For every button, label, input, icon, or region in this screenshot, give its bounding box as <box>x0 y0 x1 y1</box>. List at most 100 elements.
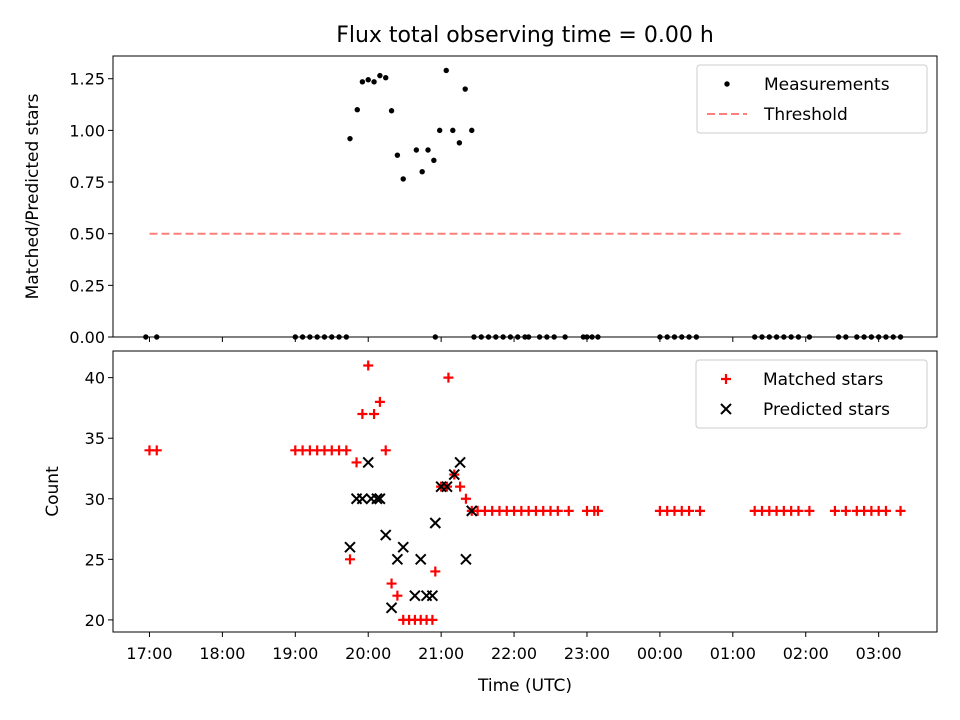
data-point <box>804 505 815 516</box>
legend-marker <box>724 81 730 87</box>
data-point <box>485 334 492 340</box>
data-point <box>371 79 377 85</box>
data-point <box>419 169 425 175</box>
data-point <box>374 396 385 407</box>
data-point <box>343 334 350 340</box>
data-point <box>684 505 695 516</box>
data-point <box>460 553 472 566</box>
data-point <box>589 334 595 340</box>
data-point <box>369 408 380 419</box>
data-point <box>592 505 603 516</box>
data-point <box>469 127 475 134</box>
data-point <box>441 480 453 493</box>
y-tick-label: 20 <box>85 611 105 630</box>
x-tick-label: 03:00 <box>856 644 902 663</box>
y-tick-label: 0.75 <box>69 173 105 192</box>
data-point <box>751 334 758 340</box>
data-point <box>462 86 468 92</box>
legend-box <box>696 64 928 134</box>
data-point <box>507 334 514 340</box>
data-point <box>371 493 383 505</box>
data-point <box>657 334 663 340</box>
data-point <box>413 147 420 153</box>
legend: Matched stars Predicted stars <box>695 359 928 429</box>
data-point <box>380 445 391 456</box>
data-point <box>292 334 299 340</box>
x-tick-label: 19:00 <box>272 644 318 663</box>
y-axis-label: Matched/Predicted stars <box>23 93 43 299</box>
data-point <box>400 176 406 182</box>
data-point <box>563 505 574 516</box>
data-point <box>392 590 403 601</box>
x-tick-label: 18:00 <box>199 644 245 663</box>
data-point <box>443 67 449 74</box>
data-point <box>430 566 441 577</box>
data-point <box>515 334 521 340</box>
data-point <box>299 334 306 340</box>
data-point <box>347 135 353 142</box>
data-point <box>456 140 463 146</box>
data-point <box>493 334 499 340</box>
data-point <box>868 334 875 340</box>
data-point <box>562 334 568 340</box>
data-point <box>843 334 849 340</box>
data-point <box>806 334 813 340</box>
data-point <box>551 334 557 340</box>
data-point <box>544 334 550 340</box>
data-point <box>664 334 670 340</box>
data-point <box>766 334 772 340</box>
data-point <box>454 456 466 469</box>
data-point <box>321 334 328 340</box>
data-point <box>151 445 162 456</box>
data-point <box>426 589 439 602</box>
y-tick-label: 0.25 <box>69 276 105 295</box>
y-tick-label: 1.25 <box>69 70 105 89</box>
y-tick-label: 35 <box>85 429 105 448</box>
legend-box <box>695 359 928 429</box>
y-tick-label: 0.50 <box>69 225 105 244</box>
legend-marker <box>720 403 732 415</box>
data-point <box>357 408 368 419</box>
y-tick-label: 25 <box>85 550 105 569</box>
data-point <box>385 602 398 614</box>
data-point <box>854 334 860 340</box>
data-point <box>394 152 401 158</box>
data-point <box>354 107 360 113</box>
data-point <box>154 334 160 340</box>
data-point <box>427 614 438 625</box>
y-tick-label: 0.00 <box>69 328 105 347</box>
data-point <box>359 79 366 85</box>
legend-label: Matched stars <box>763 370 883 390</box>
data-point <box>829 505 840 516</box>
data-point <box>795 334 802 340</box>
y-tick-label: 30 <box>85 490 105 509</box>
x-tick-label: 02:00 <box>783 644 829 663</box>
data-point <box>351 457 362 468</box>
legend: Measurements Threshold <box>696 64 928 134</box>
data-point <box>460 493 471 504</box>
x-tick-label: 00:00 <box>637 644 683 663</box>
data-point <box>307 334 313 340</box>
data-point <box>695 505 706 516</box>
series-measurements <box>143 67 904 340</box>
data-point <box>443 372 454 383</box>
y-tick-label: 1.00 <box>69 121 105 140</box>
x-tick-label: 22:00 <box>491 644 537 663</box>
data-point <box>478 334 484 340</box>
data-point <box>365 77 371 83</box>
data-point <box>788 334 794 340</box>
data-point <box>595 334 601 340</box>
data-point <box>388 108 395 114</box>
legend-label: Threshold <box>763 105 848 125</box>
chart-title: Flux total observing time = 0.00 h <box>336 23 714 48</box>
data-point <box>432 334 439 340</box>
legend-label: Measurements <box>764 75 890 95</box>
data-point <box>890 334 896 340</box>
data-point <box>329 334 335 340</box>
legend-marker <box>721 374 731 384</box>
legend-label: Predicted stars <box>763 400 890 420</box>
y-axis-label: Count <box>43 466 63 517</box>
data-point <box>895 505 906 516</box>
data-point <box>377 72 383 79</box>
